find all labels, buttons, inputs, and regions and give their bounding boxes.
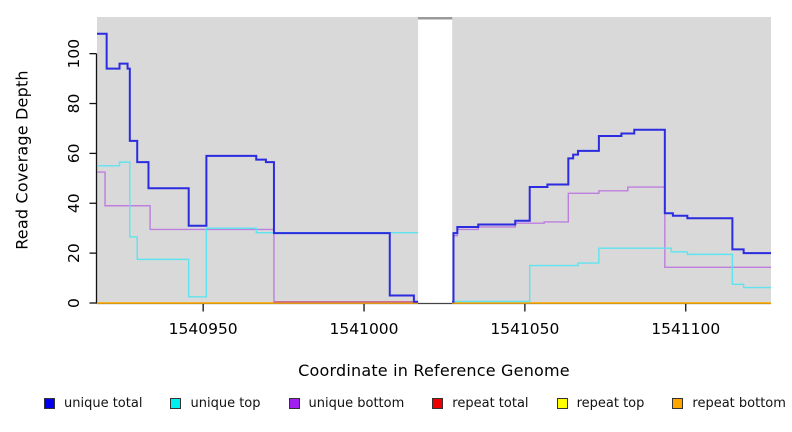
legend-item-repeat-bottom: repeat bottom	[672, 396, 786, 411]
coverage-gap-top-strip	[418, 17, 453, 20]
series-unique-total	[97, 32, 419, 303]
legend-item-unique-top: unique top	[170, 396, 261, 411]
coverage-gap	[418, 19, 453, 303]
legend-swatch-unique-total	[44, 398, 55, 409]
x-tick-label: 1541000	[330, 320, 399, 338]
y-axis-title: Read Coverage Depth	[12, 70, 32, 250]
series-unique-top	[97, 161, 419, 298]
x-tick-label: 1540950	[169, 320, 238, 338]
series-unique-bottom	[452, 186, 771, 303]
x-tick-label: 1541100	[651, 320, 720, 338]
series-unique-bottom	[97, 171, 419, 303]
y-tick-label: 60	[65, 144, 83, 164]
series-unique-total	[452, 128, 771, 303]
y-tick-label: 80	[65, 94, 83, 114]
y-tick-label: 0	[65, 298, 83, 308]
legend-item-unique-bottom: unique bottom	[288, 396, 405, 411]
legend-item-repeat-total: repeat total	[432, 396, 529, 411]
legend: unique total unique top unique bottom repea…	[44, 396, 786, 411]
legend-label: unique total	[64, 396, 143, 411]
legend-label: repeat top	[576, 396, 645, 411]
series-unique-top	[452, 247, 771, 303]
legend-swatch-repeat-total	[432, 398, 444, 409]
legend-label: unique bottom	[308, 396, 405, 411]
legend-label: repeat total	[452, 396, 529, 411]
y-tick-label: 100	[65, 39, 83, 69]
legend-swatch-repeat-top	[556, 398, 568, 409]
legend-swatch-unique-bottom	[288, 398, 300, 409]
legend-item-repeat-top: repeat top	[556, 396, 645, 411]
x-axis-title: Coordinate in Reference Genome	[298, 361, 570, 380]
legend-swatch-repeat-bottom	[672, 398, 684, 409]
legend-swatch-unique-top	[170, 398, 182, 409]
legend-item-unique-total: unique total	[44, 396, 142, 411]
y-tick-label: 20	[65, 243, 83, 263]
legend-label: unique top	[190, 396, 261, 411]
y-tick-label: 40	[65, 193, 83, 213]
legend-label: repeat bottom	[692, 396, 786, 411]
x-tick-label: 1541050	[490, 320, 559, 338]
